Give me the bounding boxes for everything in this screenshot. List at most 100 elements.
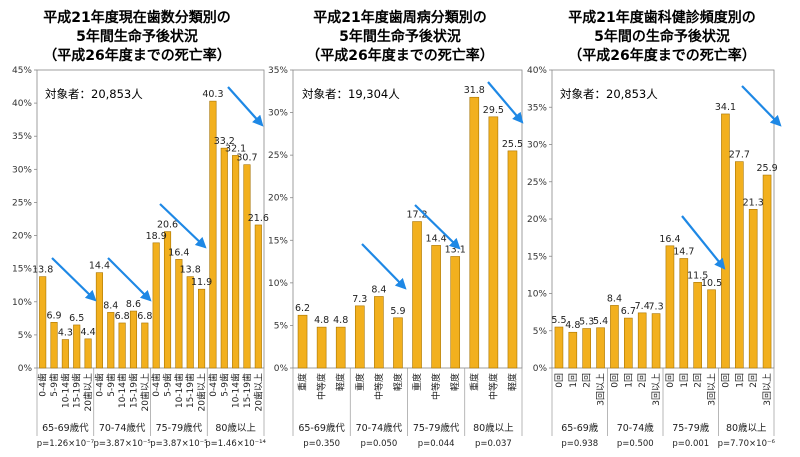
y-tick-label: 15% <box>268 236 288 246</box>
bar <box>693 282 702 369</box>
p-value: p=3.87×10⁻⁵ <box>93 439 150 449</box>
data-label: 6.5 <box>69 313 84 324</box>
p-value: p=0.044 <box>418 439 455 449</box>
data-label: 14.7 <box>673 246 694 257</box>
trend-arrow <box>159 203 207 249</box>
category-label: 2回 <box>582 373 593 388</box>
chart-title-line-1: 平成21年度歯科健診頻度別の <box>568 9 755 26</box>
trend-arrow <box>361 243 407 290</box>
axis-group: 0% 5% 10% 15% 20% 25% 30% 35% 40% <box>527 66 775 436</box>
category-label: 0回 <box>609 373 620 388</box>
y-tick-label: 20% <box>12 232 32 242</box>
data-label: 14.4 <box>89 261 110 272</box>
bar <box>232 155 240 369</box>
bar <box>198 288 206 369</box>
data-label: 17.2 <box>406 210 427 221</box>
category-label: 軽度 <box>392 373 404 391</box>
data-label: 31.8 <box>464 85 485 96</box>
bar <box>637 312 647 369</box>
data-label: 13.8 <box>180 265 201 276</box>
category-label: 0回 <box>665 373 676 388</box>
bar <box>39 276 47 369</box>
data-label: 21.3 <box>743 197 764 208</box>
bar <box>431 245 441 369</box>
p-value: p=3.87×10⁻⁵ <box>150 439 207 449</box>
data-label: 7.3 <box>649 302 664 313</box>
y-tick-label: 30% <box>268 109 288 119</box>
group-label: 70-74歳代 <box>99 422 146 434</box>
data-label: 6.8 <box>137 311 152 322</box>
data-label: 34.1 <box>715 102 736 113</box>
category-label: 3回以上 <box>596 373 607 406</box>
group-label: 75-79歳代 <box>413 422 460 434</box>
data-label: 5.9 <box>390 306 405 317</box>
bar <box>335 326 346 369</box>
axis-group: 0% 5% 10% 15% 20% 25% 30% 35% <box>268 66 523 436</box>
data-label: 29.5 <box>483 105 504 116</box>
bar <box>129 310 138 369</box>
category-label: 15-19歯 <box>241 373 253 408</box>
data-label: 16.4 <box>659 234 680 245</box>
y-tick-label: 35% <box>527 103 547 113</box>
bar <box>186 276 194 369</box>
category-label: 重度 <box>354 373 366 391</box>
category-label: 0-4歯 <box>207 373 219 397</box>
category-label: 軽度 <box>335 373 347 391</box>
p-value: p=0.050 <box>360 439 397 449</box>
bar <box>84 338 92 369</box>
category-label: 15-19歯 <box>184 373 196 408</box>
data-label: 4.8 <box>314 315 329 326</box>
category-label: 5-9歯 <box>48 373 60 397</box>
y-tick-label: 25% <box>268 151 288 161</box>
p-value: p=0.001 <box>672 439 709 449</box>
data-label: 14.4 <box>426 233 447 244</box>
p-value: p=0.938 <box>561 439 598 449</box>
data-label: 5.3 <box>579 317 594 328</box>
data-label: 8.4 <box>607 293 622 304</box>
y-tick-label: 0% <box>18 364 33 374</box>
trend-arrow <box>227 86 264 127</box>
bar <box>568 331 578 369</box>
p-value: p=0.350 <box>303 439 340 449</box>
y-tick-label: 15% <box>12 265 32 275</box>
bar <box>61 339 69 369</box>
category-label: 2回 <box>693 373 704 388</box>
group-label: 75-79歳 <box>672 422 710 434</box>
category-label: 中等度 <box>430 373 442 400</box>
category-label: 10-14歯 <box>230 373 242 408</box>
chart-title-line-1: 平成21年度現在歯数分類別の <box>43 9 230 26</box>
category-label: 3回以上 <box>651 373 662 406</box>
category-label: 軽度 <box>449 373 461 391</box>
data-label: 11.9 <box>191 277 212 288</box>
data-label: 25.5 <box>502 139 523 150</box>
data-label: 7.3 <box>352 294 367 305</box>
chart-panel-periodontal: 平成21年度歯周病分類別の 5年間生命予後状況 （平成26年度までの死亡率） 対… <box>268 9 524 449</box>
data-label: 11.5 <box>687 270 708 281</box>
y-tick-label: 30% <box>527 141 547 151</box>
bar <box>163 231 172 369</box>
bar-group <box>39 100 262 369</box>
p-value: p=0.037 <box>475 439 512 449</box>
y-tick-label: 0% <box>274 364 289 374</box>
data-label: 32.1 <box>225 143 246 154</box>
category-label: 10-14歯 <box>59 373 71 408</box>
bar <box>665 245 675 369</box>
bar <box>152 242 160 369</box>
bar <box>73 324 81 369</box>
data-label: 18.9 <box>146 231 167 242</box>
group-label: 65-69歳代 <box>42 422 89 434</box>
bar <box>610 305 619 369</box>
category-label: 1回 <box>623 373 634 388</box>
group-label: 80歳以上 <box>215 422 256 434</box>
data-label: 16.4 <box>168 247 189 258</box>
data-label: 8.4 <box>103 300 118 311</box>
bar <box>393 317 403 369</box>
bar <box>624 317 633 369</box>
p-value: p=0.500 <box>617 439 654 449</box>
y-tick-label: 25% <box>527 178 547 188</box>
data-label: 40.3 <box>202 89 223 100</box>
axis-group: 0% 5% 10% 15% 20% 25% 30% 35% 40% 45% <box>12 66 265 436</box>
data-label: 6.2 <box>295 303 310 314</box>
label-group: 5.5 0回 4.8 1回 5.3 2回 5.4 3回以上 8.4 0回 6.7 1回 7.4 2回 7.3… <box>551 102 777 449</box>
group-label: 65-69歳 <box>561 422 599 434</box>
